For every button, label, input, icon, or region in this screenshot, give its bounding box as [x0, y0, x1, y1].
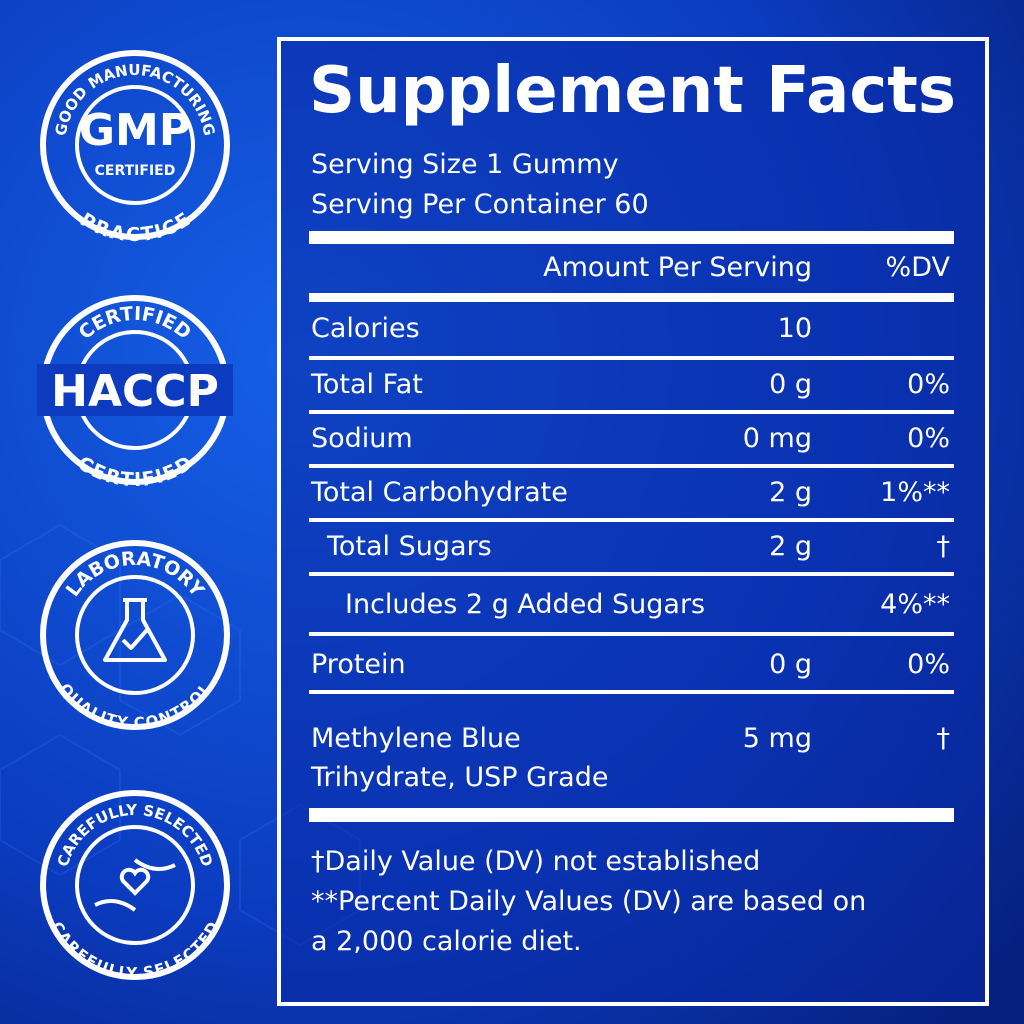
badge-inner-ring — [75, 85, 195, 205]
badge-band — [37, 364, 233, 416]
footnote: †Daily Value (DV) not established — [311, 846, 760, 877]
serving-size: Serving Size 1 Gummy — [311, 149, 619, 180]
nutrient-name: Total Sugars — [326, 531, 492, 562]
badge-ring — [40, 50, 230, 240]
badge-main: HACCP — [51, 366, 219, 417]
row-rule — [309, 518, 954, 522]
footnote: **Percent Daily Values (DV) are based on — [311, 886, 866, 917]
heart-hands-icon — [94, 858, 176, 912]
nutrient-name: Methylene Blue — [311, 723, 521, 754]
nutrient-name: Protein — [311, 649, 406, 680]
nutrient-name: Trihydrate, USP Grade — [310, 762, 608, 793]
thick-rule — [309, 293, 954, 302]
nutrient-name: Sodium — [311, 423, 413, 454]
servings-per-container: Serving Per Container 60 — [311, 189, 649, 220]
daily-value: 4%** — [880, 589, 950, 620]
daily-value: 1%** — [880, 477, 950, 508]
amount: 0 mg — [743, 423, 812, 454]
row-rule — [309, 410, 954, 414]
badge-sub: CERTIFIED — [95, 163, 176, 179]
daily-value: 0% — [907, 369, 950, 400]
row-rule — [309, 632, 954, 636]
badge-inner-ring — [75, 825, 195, 945]
row-rule — [309, 356, 954, 360]
amount: 10 — [778, 313, 812, 344]
nutrient-name: Total Fat — [310, 369, 423, 400]
amount: 2 g — [769, 531, 812, 562]
dv-header: %DV — [886, 252, 951, 283]
amount: 0 g — [769, 649, 812, 680]
row-rule — [309, 690, 954, 694]
badge-ring — [40, 540, 230, 730]
flask-icon — [103, 598, 167, 662]
thick-rule — [309, 231, 954, 244]
amount: 5 mg — [743, 723, 812, 754]
daily-value: † — [937, 531, 951, 562]
badge-inner-ring — [75, 575, 195, 695]
nutrient-name: Total Carbohydrate — [310, 477, 568, 508]
row-rule — [309, 464, 954, 468]
daily-value: 0% — [907, 649, 950, 680]
footnote: a 2,000 calorie diet. — [311, 926, 582, 957]
thick-rule — [309, 808, 954, 822]
badge-main: GMP — [79, 105, 191, 156]
row-rule — [309, 572, 954, 576]
nutrient-name: Calories — [311, 313, 420, 344]
facts-title: Supplement Facts — [309, 54, 956, 128]
daily-value: † — [937, 723, 951, 754]
nutrient-name: Includes 2 g Added Sugars — [345, 589, 705, 620]
amount: 2 g — [769, 477, 812, 508]
daily-value: 0% — [907, 423, 950, 454]
badge-ring — [40, 790, 230, 980]
amount: 0 g — [769, 369, 812, 400]
amount-header: Amount Per Serving — [543, 252, 812, 283]
